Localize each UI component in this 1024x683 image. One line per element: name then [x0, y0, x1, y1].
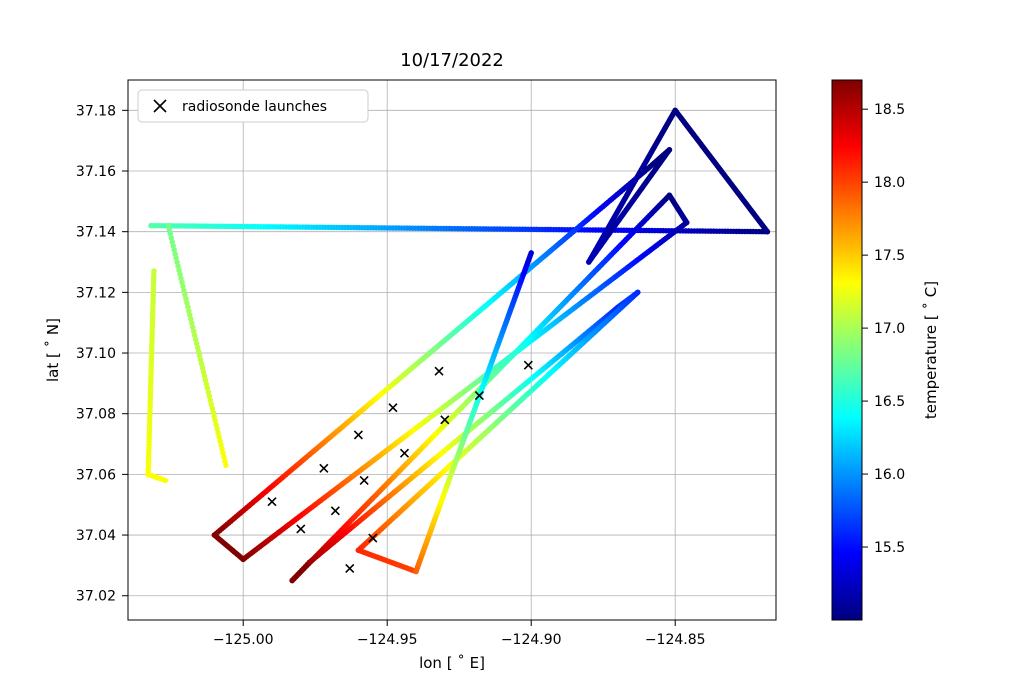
ytick-label: 37.02	[76, 589, 116, 605]
ytick-label: 37.06	[76, 467, 116, 483]
colorbar	[832, 80, 862, 620]
cbar-tick-label: 17.5	[874, 248, 905, 264]
ytick-label: 37.04	[76, 528, 116, 544]
cbar-tick-label: 16.0	[874, 467, 905, 483]
cbar-tick-label: 17.0	[874, 321, 905, 337]
track-point	[528, 250, 534, 256]
ytick-label: 37.14	[76, 225, 116, 241]
ytick-label: 37.08	[76, 407, 116, 423]
figure: −125.00 −124.95 −124.90 −124.85 37.02 37.04 37…	[0, 0, 1024, 683]
figure-svg: −125.00 −124.95 −124.90 −124.85 37.02 37.04 37…	[0, 0, 1024, 683]
ytick-label: 37.10	[76, 346, 116, 362]
legend-label: radiosonde launches	[182, 99, 327, 115]
legend: radiosonde launches	[138, 90, 368, 122]
cbar-tick-label: 18.5	[874, 102, 905, 118]
track-point	[163, 478, 169, 484]
ytick-label: 37.12	[76, 285, 116, 301]
ylabel: lat [ ˚ N]	[44, 318, 62, 382]
xlabel: lon [ ˚ E]	[419, 654, 485, 672]
xtick-label: −124.90	[501, 632, 562, 648]
track-point	[151, 268, 157, 274]
track-point	[166, 223, 172, 229]
cbar-tick-label: 16.5	[874, 394, 905, 410]
xtick-label: −124.85	[645, 632, 706, 648]
xtick-label: −124.95	[357, 632, 418, 648]
colorbar-label: temperature [ ˚ C]	[922, 281, 940, 419]
xtick-label: −125.00	[213, 632, 274, 648]
ytick-label: 37.18	[76, 103, 116, 119]
cbar-tick-label: 15.5	[874, 540, 905, 556]
ytick-label: 37.16	[76, 164, 116, 180]
plot-title: 10/17/2022	[400, 50, 504, 71]
cbar-tick-label: 18.0	[874, 175, 905, 191]
